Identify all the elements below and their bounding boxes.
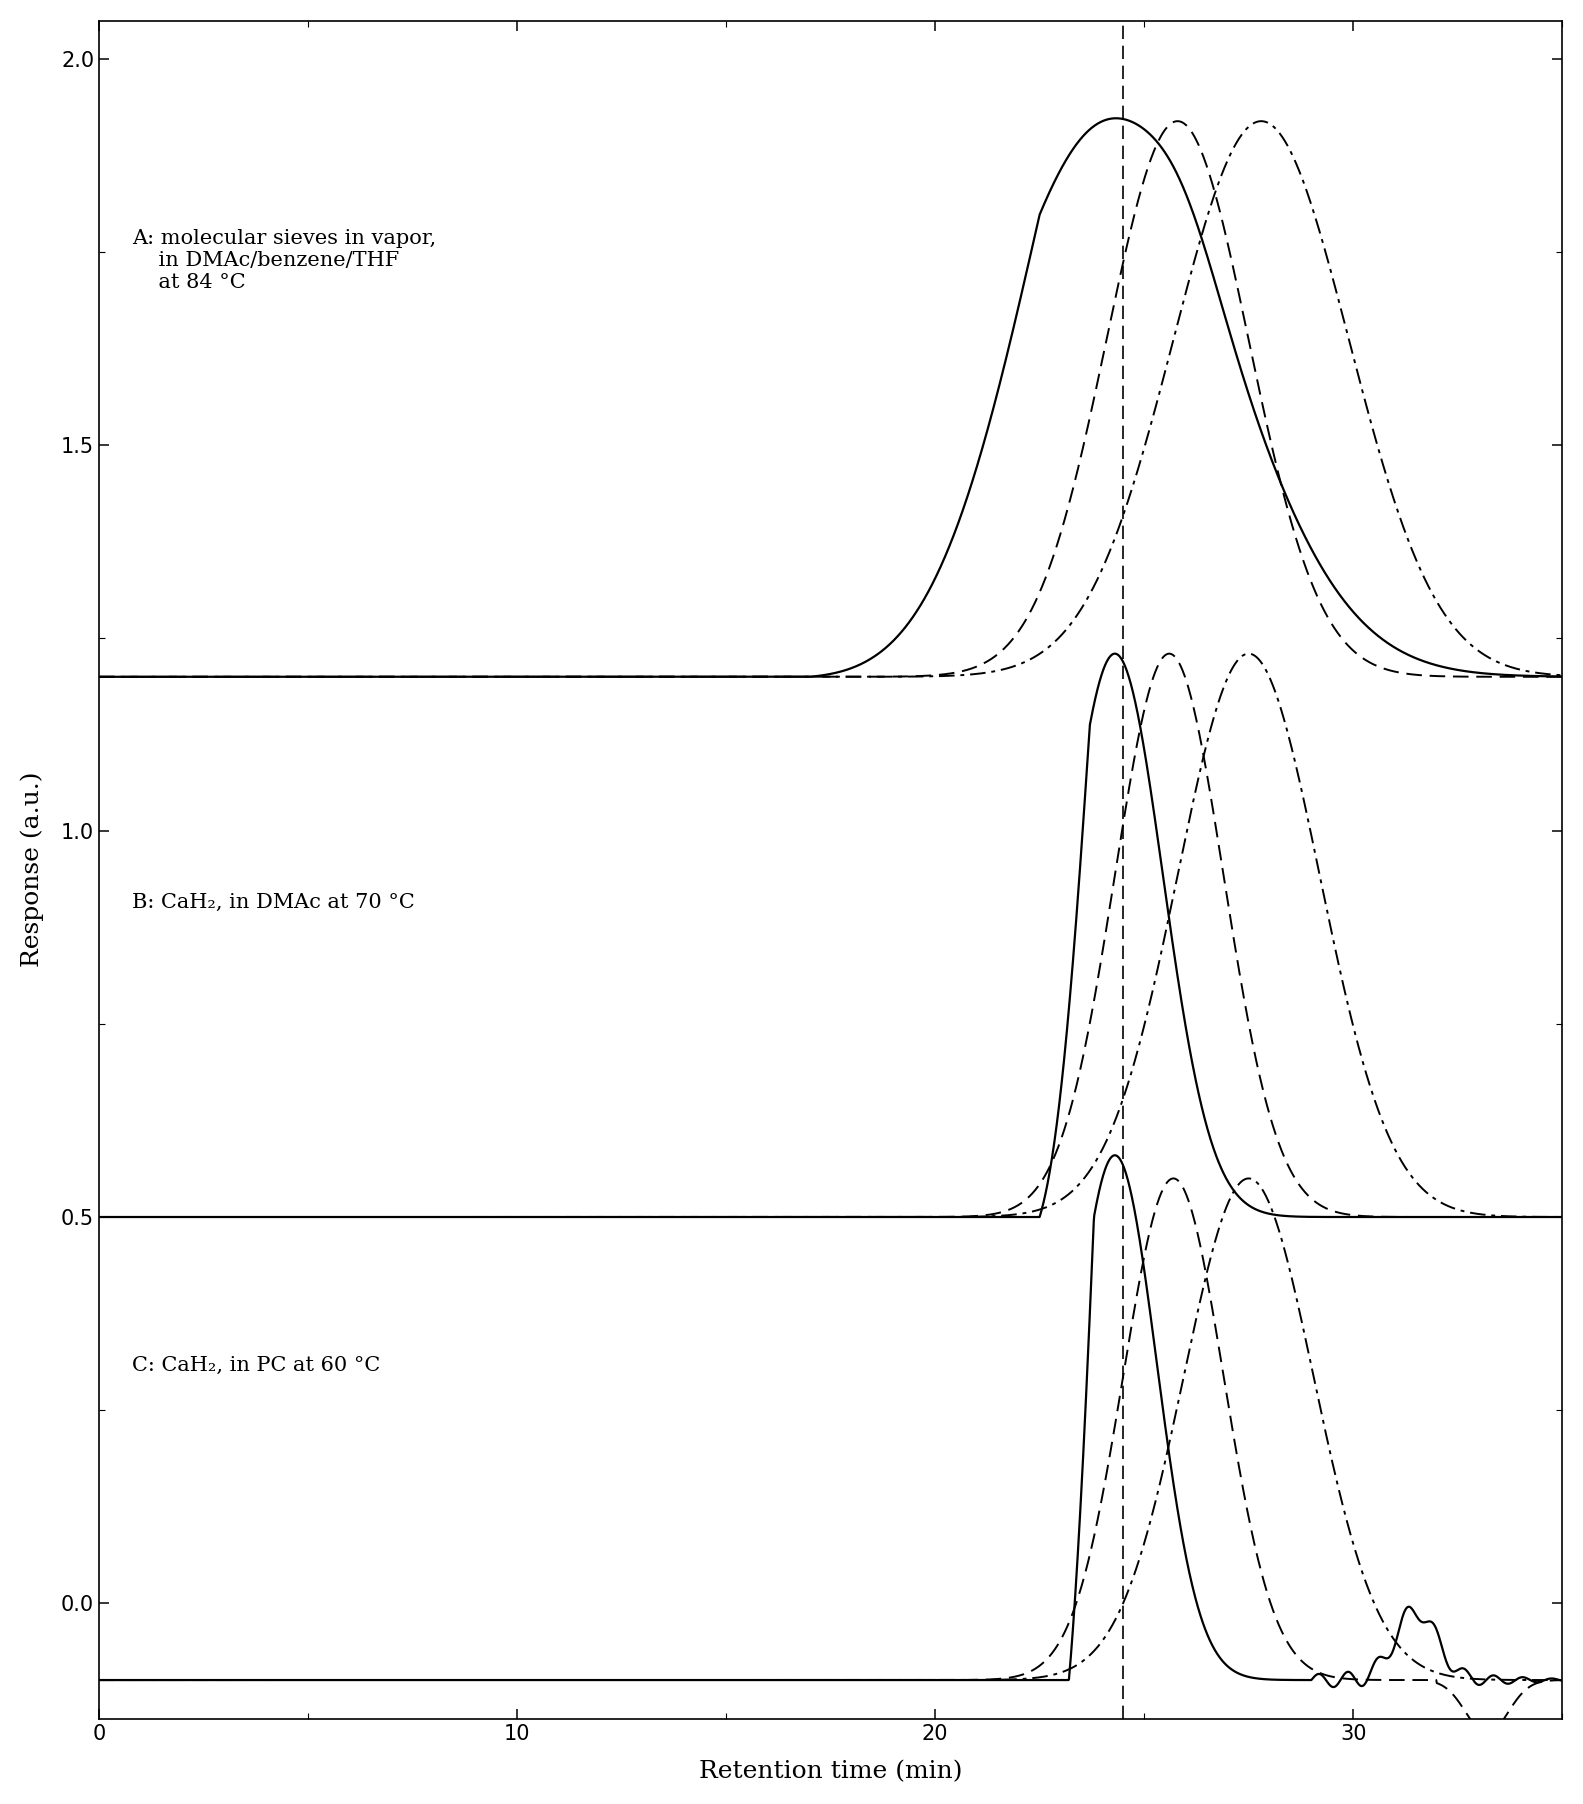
- Text: C: CaH₂, in PC at 60 °C: C: CaH₂, in PC at 60 °C: [133, 1357, 380, 1375]
- Y-axis label: Response (a.u.): Response (a.u.): [21, 772, 44, 967]
- X-axis label: Retention time (min): Retention time (min): [698, 1761, 962, 1782]
- Text: A: molecular sieves in vapor,
    in DMAc/benzene/THF
    at 84 °C: A: molecular sieves in vapor, in DMAc/be…: [133, 229, 437, 292]
- Text: B: CaH₂, in DMAc at 70 °C: B: CaH₂, in DMAc at 70 °C: [133, 893, 415, 911]
